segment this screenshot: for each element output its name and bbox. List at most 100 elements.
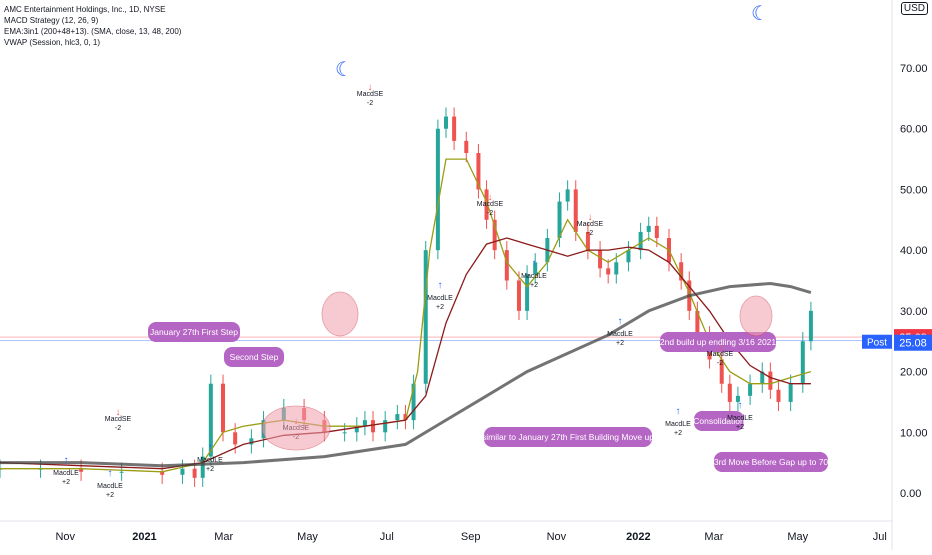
sell-arrow-icon: ↓ [718, 342, 723, 353]
buy-arrow-icon: ↑ [618, 316, 623, 327]
legend-line-macd: MACD Strategy (12, 26, 9) [4, 16, 99, 25]
candle-body [444, 116, 448, 129]
candle-body [452, 116, 457, 141]
candle-body [565, 189, 570, 202]
signal-sub: -2 [717, 360, 723, 367]
candle-body [192, 468, 197, 478]
moon-icon: ☾ [335, 59, 353, 81]
candle-body [354, 426, 359, 433]
highlight-ellipse [739, 295, 773, 337]
candle-body [614, 262, 619, 275]
callout-box [484, 427, 652, 447]
candle-body [180, 468, 185, 475]
callout-text: Second Step [230, 352, 279, 362]
candle-body [626, 250, 631, 263]
buy-arrow-icon: ↑ [208, 442, 213, 453]
candle-body [79, 468, 84, 472]
signal-sub: +2 [206, 466, 214, 473]
buy-arrow-icon: ↑ [108, 468, 113, 479]
candle-body [504, 250, 509, 281]
post-tag-text: Post [867, 338, 887, 349]
signal-label: MacdLE [607, 331, 633, 338]
signal-sub: +2 [106, 492, 114, 499]
candle-body [492, 219, 497, 251]
candle-body [638, 231, 643, 251]
signal-sub: +2 [436, 304, 444, 311]
y-tick-label: 40.00 [900, 245, 928, 257]
highlight-ellipse [321, 291, 359, 337]
candle-body [525, 274, 530, 311]
callout-box [224, 347, 284, 367]
y-tick-label: 70.00 [900, 63, 928, 75]
callout-box [694, 411, 744, 431]
candle-body [735, 395, 740, 402]
candle-body [788, 383, 793, 402]
callout-text: January 27th First Step [150, 327, 238, 337]
sell-arrow-icon: ↓ [588, 212, 593, 223]
y-tick-label: 20.00 [900, 367, 928, 379]
x-tick-label: Jul [380, 531, 394, 543]
sell-arrow-icon: ↓ [488, 192, 493, 203]
candle-body [362, 420, 367, 427]
legend-line-ema: EMA:3in1 (200+48+13). (SMA, close, 13, 4… [4, 27, 182, 36]
buy-arrow-icon: ↑ [64, 455, 69, 466]
candle-body [233, 432, 238, 445]
candle-body [249, 438, 254, 445]
signal-label: MacdSE [105, 416, 132, 423]
signal-sub: +2 [62, 479, 70, 486]
signal-label: MacdLE [727, 415, 753, 422]
candle-body [654, 225, 659, 238]
signal-sub: -2 [587, 230, 593, 237]
price-tag-text: 25.08 [899, 338, 927, 350]
legend-line-symbol: AMC Entertainment Holdings, Inc., 1D, NY… [4, 5, 166, 14]
candle-body [411, 383, 416, 421]
y-tick-label: 50.00 [900, 184, 928, 196]
highlight-ellipse [261, 405, 331, 451]
chart-legend: AMC Entertainment Holdings, Inc., 1D, NY… [4, 4, 181, 48]
post-tag [862, 334, 892, 349]
x-tick-label: Nov [55, 531, 75, 543]
candle-body [371, 420, 376, 433]
x-tick-label: Mar [214, 531, 233, 543]
candle-body [160, 471, 165, 475]
candle-body [383, 420, 388, 433]
callout-text: 2nd build up endling 3/16 2021 [660, 337, 777, 347]
x-tick-label: 2021 [132, 531, 156, 543]
signal-label: MacdSE [577, 221, 604, 228]
candle-body [695, 310, 700, 336]
callout-box [714, 452, 828, 472]
buy-arrow-icon: ↑ [438, 280, 443, 291]
buy-arrow-icon: ↑ [676, 406, 681, 417]
candle-body [557, 201, 562, 238]
x-tick-label: Sep [461, 531, 481, 543]
y-tick-label: 0.00 [900, 488, 921, 500]
candle-body [808, 310, 813, 342]
currency-badge[interactable]: USD [900, 2, 928, 15]
candle-body [800, 341, 805, 384]
candle-body [221, 383, 225, 433]
candle-body [200, 456, 205, 478]
candle-body [748, 383, 753, 396]
candle-body [119, 471, 124, 473]
sell-arrow-icon: ↓ [116, 407, 121, 418]
signal-label: MacdSE [707, 351, 734, 358]
signal-sub: -2 [487, 210, 493, 217]
candle-body [342, 432, 347, 434]
callout-box [660, 332, 776, 352]
candle-body [208, 383, 213, 457]
legend-line-vwap: VWAP (Session, hlc3, 0, 1) [4, 38, 101, 47]
price-tag [894, 334, 932, 351]
x-tick-label: 2022 [626, 531, 650, 543]
buy-arrow-icon: ↑ [738, 400, 743, 411]
signal-sub: -2 [367, 100, 373, 107]
candle-body [395, 414, 400, 421]
candle-body [585, 231, 590, 251]
x-tick-label: May [787, 531, 808, 543]
series-group [0, 107, 813, 487]
signal-sub: +2 [736, 424, 744, 431]
y-tick-label: 10.00 [900, 427, 928, 439]
candle-body [464, 140, 469, 153]
